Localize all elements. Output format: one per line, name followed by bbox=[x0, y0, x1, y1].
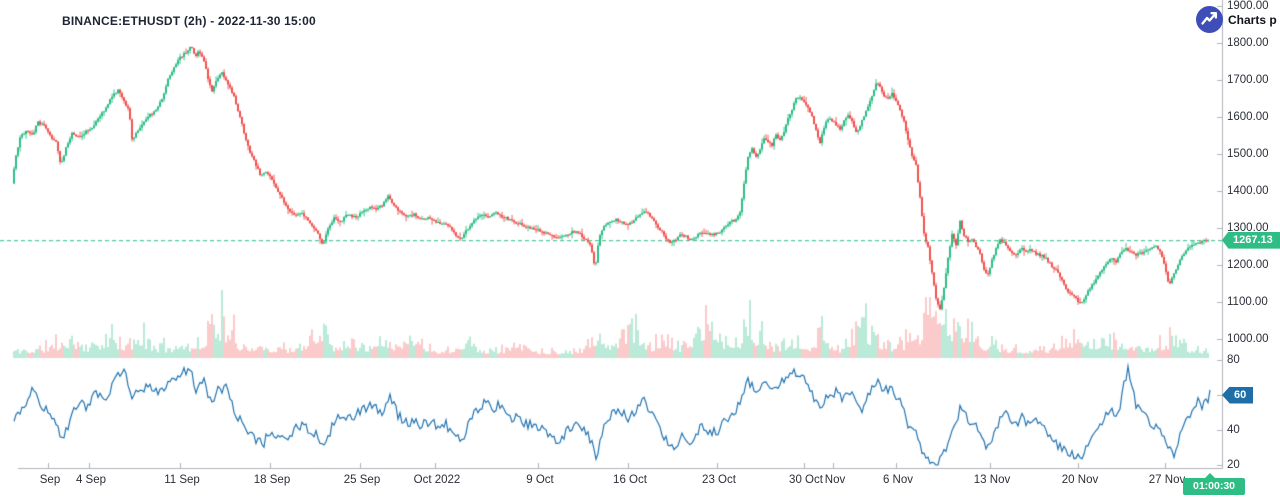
time-tick-label: Sep bbox=[39, 474, 61, 486]
charts-powered-by-label: Charts p bbox=[1228, 13, 1277, 27]
price-tick-label: 1200.00 bbox=[1227, 259, 1269, 271]
oscillator-tick-label: 20 bbox=[1227, 459, 1240, 471]
time-tick-label: 25 Sep bbox=[343, 474, 381, 486]
time-tick-label: 4 Sep bbox=[75, 474, 107, 486]
trend-arrow-glyph bbox=[1201, 12, 1218, 25]
time-tick-label: 13 Nov bbox=[973, 474, 1011, 486]
time-tick-label: 20 Nov bbox=[1061, 474, 1099, 486]
price-tick-label: 1600.00 bbox=[1227, 111, 1269, 123]
price-tick-label: 1900.00 bbox=[1227, 0, 1269, 12]
price-tick-label: 1000.00 bbox=[1227, 333, 1269, 345]
oscillator-value: 60 bbox=[1234, 388, 1247, 401]
time-tick-label: 11 Sep bbox=[164, 474, 200, 486]
chart-title: BINANCE:ETHUSDT (2h) - 2022-11-30 15:00 bbox=[62, 14, 316, 28]
time-tick-label: Oct 2022 bbox=[413, 474, 461, 486]
time-tick-label: 9 Oct bbox=[526, 474, 554, 486]
time-tick-label: 18 Sep bbox=[253, 474, 291, 486]
oscillator-tick-label: 40 bbox=[1227, 424, 1240, 436]
countdown-value: 01:00:30 bbox=[1192, 480, 1236, 492]
last-price-badge: 1267.13 bbox=[1222, 231, 1280, 249]
time-tick-label: 23 Oct bbox=[702, 474, 736, 486]
time-tick-label: 27 Nov bbox=[1148, 474, 1186, 486]
oscillator-value-badge: 60 bbox=[1222, 386, 1253, 404]
countdown-notch bbox=[1205, 473, 1215, 478]
price-tick-label: 1300.00 bbox=[1227, 222, 1269, 234]
price-tick-label: 1500.00 bbox=[1227, 148, 1269, 160]
price-tick-label: 1800.00 bbox=[1227, 37, 1269, 49]
time-tick-label: 30 Oct bbox=[789, 474, 823, 486]
time-tick-label: 16 Oct bbox=[613, 474, 647, 486]
trending-up-icon[interactable] bbox=[1196, 6, 1223, 33]
last-price-value: 1267.13 bbox=[1233, 233, 1273, 246]
price-tick-label: 1100.00 bbox=[1227, 296, 1268, 308]
countdown-badge: 01:00:30 bbox=[1183, 473, 1245, 495]
oscillator-tick-label: 80 bbox=[1227, 354, 1240, 366]
time-tick-label: 6 Nov bbox=[882, 474, 914, 486]
price-tick-label: 1400.00 bbox=[1227, 185, 1269, 197]
time-tick-label: Nov bbox=[824, 474, 846, 486]
price-tick-label: 1700.00 bbox=[1227, 74, 1269, 86]
